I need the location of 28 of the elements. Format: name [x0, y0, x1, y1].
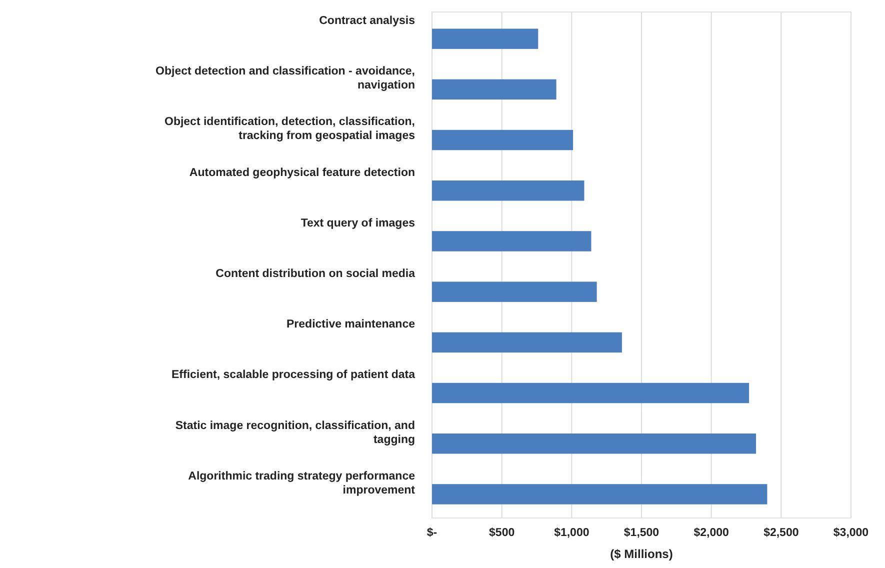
x-tick-label: $2,500	[764, 527, 799, 539]
y-tick-label: Content distribution on social media	[216, 268, 416, 280]
y-tick-label: Static image recognition, classification, and tagging	[175, 420, 415, 446]
y-tick-label: Predictive maintenance	[286, 318, 415, 331]
bar	[432, 382, 750, 404]
bar	[432, 180, 584, 201]
bar	[432, 28, 538, 49]
bar	[432, 484, 768, 504]
x-axis-title: ($ Millions)	[610, 547, 673, 561]
y-tick-label: Text query of images	[300, 217, 415, 230]
y-tick-label: Object detection and classification - avoidance, navigation	[156, 66, 415, 92]
bar	[432, 231, 592, 252]
x-tick-label: $500	[489, 527, 515, 539]
x-tick-label: $3,000	[833, 527, 869, 539]
y-tick-label: Object identification, detection, classification, tracking from geospatial images	[164, 116, 415, 142]
y-tick-label: Contract analysis	[319, 15, 415, 27]
bar	[432, 434, 756, 454]
x-tick-label: $1,000	[554, 527, 590, 539]
y-tick-label: Automated geophysical feature detection	[189, 166, 415, 179]
x-tick-label: $1,500	[624, 527, 660, 539]
bar	[432, 282, 597, 302]
bar	[432, 332, 622, 353]
y-tick-label: Efficient, scalable processing of patient data	[172, 369, 416, 382]
x-tick-label: $-	[426, 527, 438, 539]
bar	[432, 79, 556, 100]
y-tick-label: Algorithmic trading strategy performance improvement	[188, 470, 416, 496]
x-tick-label: $2,000	[694, 527, 729, 539]
bar	[432, 130, 574, 150]
